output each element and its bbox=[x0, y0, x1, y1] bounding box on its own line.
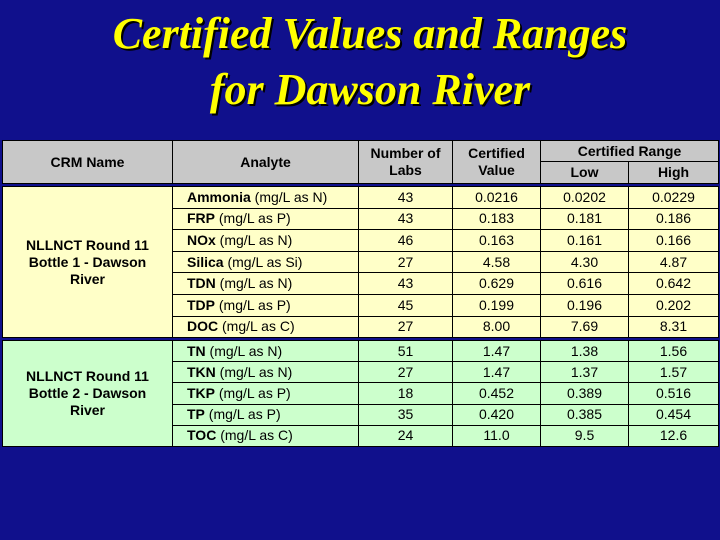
analyte-name: Ammonia bbox=[187, 188, 251, 205]
header-cell: Certified Value bbox=[452, 140, 541, 184]
value-cell: 0.420 bbox=[452, 403, 541, 426]
analyte: TKP (mg/L as P) bbox=[172, 382, 359, 405]
low-cell: 1.37 bbox=[540, 361, 629, 384]
labs-cell: 18 bbox=[358, 382, 453, 405]
labs-cell: 43 bbox=[358, 272, 453, 295]
header-cell: High bbox=[628, 161, 719, 184]
labs-cell: 43 bbox=[358, 207, 453, 231]
crm-name: NLLNCT Round 11 Bottle 1 - Dawson River bbox=[2, 186, 173, 339]
high-cell: 0.454 bbox=[628, 403, 719, 426]
analyte-unit: (mg/L as P) bbox=[215, 384, 291, 401]
analyte-unit: (mg/L as C) bbox=[218, 318, 295, 335]
analyte: TKN (mg/L as N) bbox=[172, 361, 359, 384]
analyte: TDP (mg/L as P) bbox=[172, 294, 359, 317]
labs-cell: 27 bbox=[358, 250, 453, 274]
header-cell: Number of Labs bbox=[358, 140, 453, 184]
high-cell: 0.0229 bbox=[628, 186, 719, 209]
low-cell: 0.385 bbox=[540, 403, 629, 426]
analyte-unit: (mg/L as P) bbox=[215, 210, 291, 227]
low-cell: 1.38 bbox=[540, 340, 629, 363]
high-cell: 1.56 bbox=[628, 340, 719, 363]
analyte: DOC (mg/L as C) bbox=[172, 315, 359, 339]
header-cell: Certified Range bbox=[540, 140, 719, 162]
header-cell: CRM Name bbox=[2, 140, 173, 184]
analyte-unit: (mg/L as N) bbox=[215, 231, 293, 248]
analyte: Ammonia (mg/L as N) bbox=[172, 186, 359, 209]
title-line: for Dawson River bbox=[209, 65, 531, 114]
analyte-name: Silica bbox=[187, 253, 224, 270]
labs-cell: 45 bbox=[358, 294, 453, 317]
labs-cell: 27 bbox=[358, 315, 453, 339]
low-cell: 0.389 bbox=[540, 382, 629, 405]
low-cell: 0.196 bbox=[540, 294, 629, 317]
value-cell: 11.0 bbox=[452, 424, 541, 447]
analyte: TOC (mg/L as C) bbox=[172, 424, 359, 447]
value-cell: 0.0216 bbox=[452, 186, 541, 209]
analyte-unit: (mg/L as P) bbox=[204, 406, 281, 423]
low-cell: 0.161 bbox=[540, 229, 629, 252]
high-cell: 0.202 bbox=[628, 294, 719, 317]
labs-cell: 46 bbox=[358, 229, 453, 252]
analyte-name: TP bbox=[187, 406, 205, 423]
analyte: TP (mg/L as P) bbox=[172, 403, 359, 426]
value-cell: 1.47 bbox=[452, 340, 541, 363]
title-line: Certified Values and Ranges bbox=[112, 9, 628, 58]
analyte-name: TN bbox=[187, 342, 206, 359]
analyte-unit: (mg/L as N) bbox=[205, 342, 283, 359]
analyte-unit: (mg/L as N) bbox=[215, 363, 293, 380]
crm-name: NLLNCT Round 11 Bottle 2 - Dawson River bbox=[2, 340, 173, 447]
labs-cell: 27 bbox=[358, 361, 453, 384]
high-cell: 0.516 bbox=[628, 382, 719, 405]
high-cell: 4.87 bbox=[628, 250, 719, 274]
low-cell: 9.5 bbox=[540, 424, 629, 447]
high-cell: 12.6 bbox=[628, 424, 719, 447]
low-cell: 7.69 bbox=[540, 315, 629, 339]
analyte: Silica (mg/L as Si) bbox=[172, 250, 359, 274]
header-cell: Low bbox=[540, 161, 629, 184]
low-cell: 4.30 bbox=[540, 250, 629, 274]
analyte-name: TKN bbox=[187, 363, 216, 380]
analyte-name: FRP bbox=[187, 210, 215, 227]
analyte-name: TDP bbox=[187, 296, 215, 313]
analyte-unit: (mg/L as C) bbox=[216, 427, 293, 444]
value-cell: 0.452 bbox=[452, 382, 541, 405]
high-cell: 1.57 bbox=[628, 361, 719, 384]
analyte-name: DOC bbox=[187, 318, 219, 335]
analyte-name: TOC bbox=[187, 427, 217, 444]
analyte-name: TKP bbox=[187, 384, 215, 401]
value-cell: 4.58 bbox=[452, 250, 541, 274]
value-cell: 8.00 bbox=[452, 315, 541, 339]
analyte-unit: (mg/L as Si) bbox=[223, 253, 303, 270]
analyte: TN (mg/L as N) bbox=[172, 340, 359, 363]
value-cell: 1.47 bbox=[452, 361, 541, 384]
labs-cell: 35 bbox=[358, 403, 453, 426]
analyte-name: NOx bbox=[187, 231, 216, 248]
low-cell: 0.0202 bbox=[540, 186, 629, 209]
analyte-name: TDN bbox=[187, 275, 216, 292]
low-cell: 0.616 bbox=[540, 272, 629, 295]
low-cell: 0.181 bbox=[540, 207, 629, 231]
value-cell: 0.183 bbox=[452, 207, 541, 231]
analyte: NOx (mg/L as N) bbox=[172, 229, 359, 252]
high-cell: 0.186 bbox=[628, 207, 719, 231]
high-cell: 0.166 bbox=[628, 229, 719, 252]
analyte-unit: (mg/L as N) bbox=[250, 188, 328, 205]
analyte: TDN (mg/L as N) bbox=[172, 272, 359, 295]
labs-cell: 24 bbox=[358, 424, 453, 447]
value-cell: 0.629 bbox=[452, 272, 541, 295]
value-cell: 0.199 bbox=[452, 294, 541, 317]
header-cell: Analyte bbox=[172, 140, 359, 184]
analyte: FRP (mg/L as P) bbox=[172, 207, 359, 231]
analyte-unit: (mg/L as N) bbox=[215, 275, 293, 292]
analyte-unit: (mg/L as P) bbox=[215, 296, 291, 313]
value-cell: 0.163 bbox=[452, 229, 541, 252]
labs-cell: 51 bbox=[358, 340, 453, 363]
labs-cell: 43 bbox=[358, 186, 453, 209]
high-cell: 8.31 bbox=[628, 315, 719, 339]
high-cell: 0.642 bbox=[628, 272, 719, 295]
